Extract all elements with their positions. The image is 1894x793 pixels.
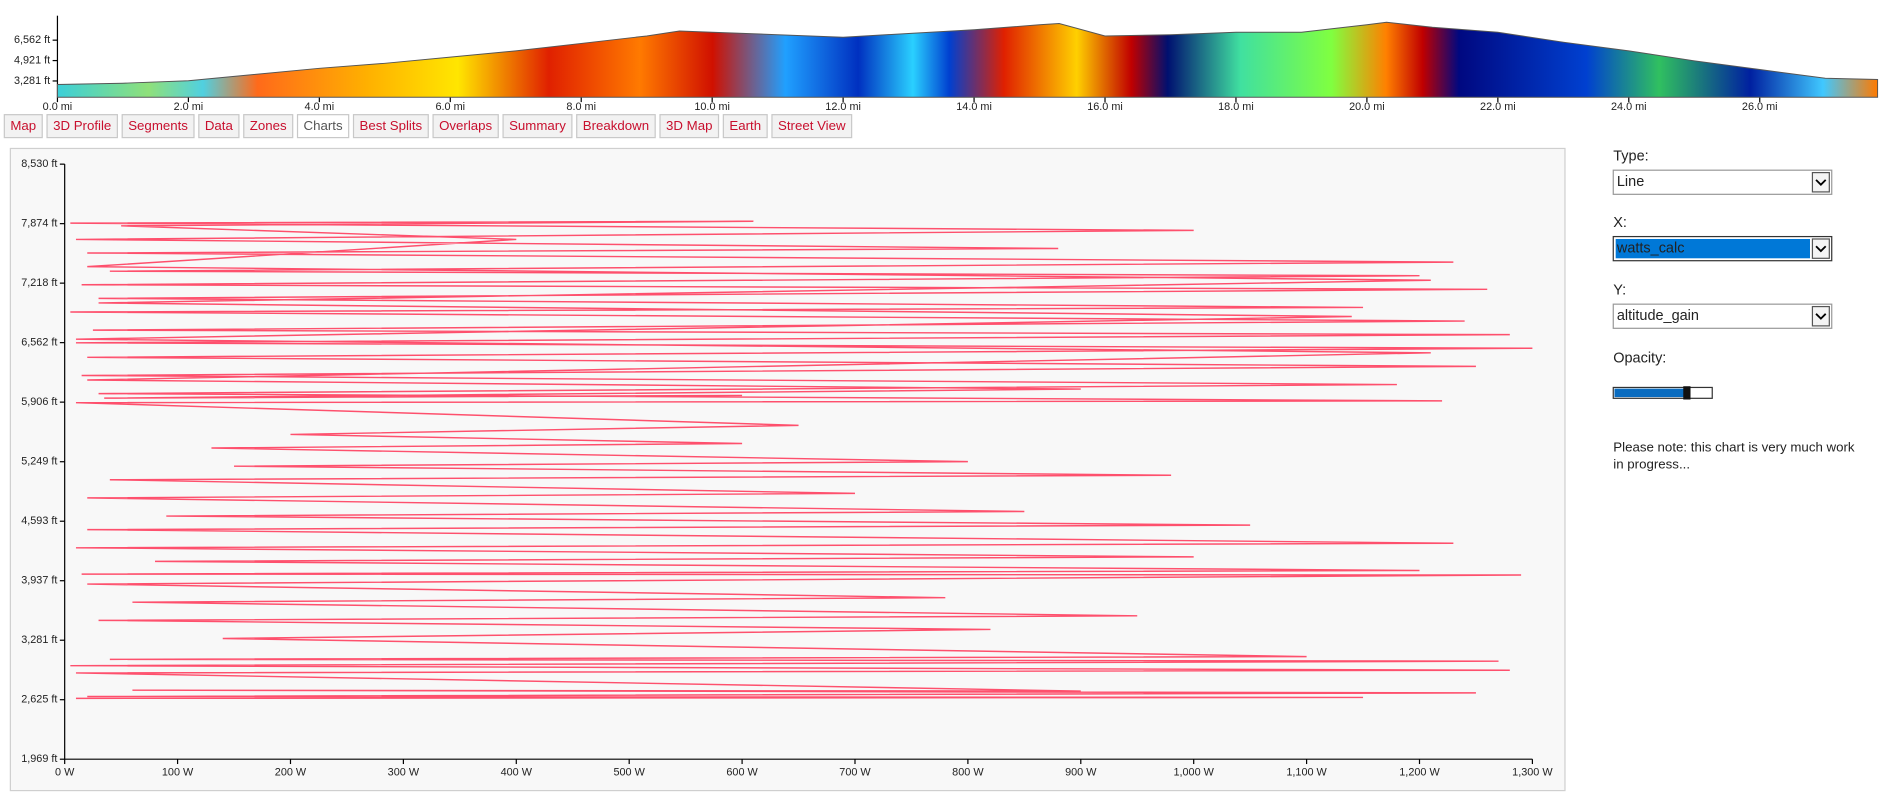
x-tick-label: 900 W bbox=[1065, 766, 1097, 778]
x-tick-label: 26.0 mi bbox=[1742, 101, 1778, 113]
y-tick-label: 7,218 ft bbox=[21, 277, 57, 289]
y-tick-label: 4,921 ft bbox=[14, 54, 50, 66]
tab[interactable] bbox=[771, 114, 853, 139]
tab-label[interactable]: Map bbox=[10, 118, 36, 133]
tab[interactable] bbox=[243, 114, 294, 139]
x-tick-label: 800 W bbox=[952, 766, 984, 778]
x-tick-label: 0 W bbox=[55, 766, 75, 778]
x-tick-label: 700 W bbox=[839, 766, 871, 778]
tab[interactable] bbox=[198, 114, 240, 139]
y-tick-label: 5,906 ft bbox=[21, 396, 57, 408]
x-tick-label: 20.0 mi bbox=[1349, 101, 1385, 113]
tab[interactable] bbox=[3, 114, 43, 139]
x-tick-label: 18.0 mi bbox=[1218, 101, 1254, 113]
note: Please note: this chart is very much wor… bbox=[1613, 440, 1855, 472]
y-tick-label: 1,969 ft bbox=[21, 753, 57, 765]
x-tick-label: 600 W bbox=[726, 766, 758, 778]
y-tick-label: 2,625 ft bbox=[21, 694, 57, 706]
tab-label[interactable]: Charts bbox=[304, 118, 343, 133]
tab[interactable] bbox=[659, 114, 720, 139]
tab[interactable] bbox=[576, 114, 656, 139]
note-box: Please note: this chart is very much wor… bbox=[1613, 440, 1855, 472]
tab-label[interactable]: 3D Map bbox=[666, 118, 712, 133]
x-tick-label: 100 W bbox=[162, 766, 194, 778]
y-tick-label: 6,562 ft bbox=[14, 34, 50, 46]
y-tick-label: 3,281 ft bbox=[14, 75, 50, 87]
y-tick-label: 4,593 ft bbox=[21, 515, 57, 527]
tab[interactable] bbox=[296, 114, 350, 139]
control-label: Type: bbox=[1613, 149, 1648, 165]
tab[interactable] bbox=[121, 114, 195, 139]
tab-label[interactable]: Earth bbox=[729, 118, 761, 133]
control-label: X: bbox=[1613, 215, 1627, 231]
x-tick-label: 400 W bbox=[501, 766, 533, 778]
select-box[interactable] bbox=[1612, 169, 1833, 195]
tab-label[interactable]: Zones bbox=[250, 118, 287, 133]
y-tick-label: 7,874 ft bbox=[21, 218, 57, 230]
x-tick-label: 6.0 mi bbox=[435, 101, 465, 113]
x-tick-label: 300 W bbox=[388, 766, 420, 778]
x-tick-label: 200 W bbox=[275, 766, 307, 778]
tab-label[interactable]: Overlaps bbox=[439, 118, 492, 133]
y-tick-label: 3,281 ft bbox=[21, 634, 57, 646]
x-tick-label: 2.0 mi bbox=[174, 101, 204, 113]
select-box[interactable] bbox=[1612, 303, 1833, 329]
x-tick-label: 0.0 mi bbox=[43, 101, 73, 113]
elevation-area bbox=[56, 21, 1879, 98]
tab-bar: Map 3D Profile Segments Data Zones Charts Best… bbox=[3, 114, 853, 139]
tab-label[interactable]: Best Splits bbox=[360, 118, 423, 133]
x-tick-label: 1,300 W bbox=[1512, 766, 1553, 778]
x-tick-label: 24.0 mi bbox=[1611, 101, 1647, 113]
main-chart: 1,969 ft 2,625 ft 3,281 ft 3,937 ft 4,593 ft… bbox=[21, 158, 1553, 778]
slider-fill bbox=[1614, 388, 1687, 398]
tab-label[interactable]: Summary bbox=[509, 118, 566, 133]
x-tick-label: 22.0 mi bbox=[1480, 101, 1516, 113]
x-tick-label: 16.0 mi bbox=[1087, 101, 1123, 113]
select-value[interactable]: altitude_gain bbox=[1617, 308, 1699, 324]
x-tick-label: 1,100 W bbox=[1286, 766, 1327, 778]
tab-label[interactable]: Data bbox=[205, 118, 234, 133]
select-value[interactable]: Line bbox=[1617, 174, 1644, 190]
y-tick-label: 5,249 ft bbox=[21, 456, 57, 468]
select-value[interactable]: watts_calc bbox=[1616, 240, 1685, 256]
select-button[interactable] bbox=[1811, 305, 1830, 327]
x-tick-label: 1,200 W bbox=[1399, 766, 1440, 778]
y-tick-label: 8,530 ft bbox=[21, 158, 57, 170]
y-tick-label: 3,937 ft bbox=[21, 575, 57, 587]
tab-label[interactable]: Street View bbox=[778, 118, 846, 133]
x-tick-label: 12.0 mi bbox=[825, 101, 861, 113]
x-tick-label: 1,000 W bbox=[1173, 766, 1214, 778]
tab[interactable] bbox=[46, 114, 118, 139]
select-button[interactable] bbox=[1811, 171, 1830, 193]
x-tick-label: 4.0 mi bbox=[305, 101, 335, 113]
tab-label[interactable]: 3D Profile bbox=[53, 118, 111, 133]
tab-label[interactable]: Breakdown bbox=[583, 118, 649, 133]
y-tick-label: 6,562 ft bbox=[21, 337, 57, 349]
data-line bbox=[70, 220, 1533, 700]
tab[interactable] bbox=[722, 114, 768, 139]
control-panel: Type: Line X: watts_calc Y: altitude_gain Opac… bbox=[1612, 149, 1855, 472]
slider-thumb[interactable] bbox=[1683, 386, 1691, 400]
x-tick-label: 8.0 mi bbox=[566, 101, 596, 113]
control-label: Y: bbox=[1613, 283, 1626, 299]
x-tick-label: 10.0 mi bbox=[694, 101, 730, 113]
select-arrow bbox=[1815, 313, 1827, 320]
tab[interactable] bbox=[432, 114, 499, 139]
tab[interactable] bbox=[502, 114, 573, 139]
select-highlight bbox=[1615, 238, 1811, 259]
elevation-profile: 3,281 ft 4,921 ft 6,562 ft 0.0 mi 2.0 mi 4.0 … bbox=[14, 15, 1879, 113]
control-label: Opacity: bbox=[1613, 350, 1666, 366]
tab-label[interactable]: Segments bbox=[128, 118, 188, 133]
x-tick-label: 500 W bbox=[613, 766, 645, 778]
select-arrow bbox=[1815, 179, 1827, 186]
select-button[interactable] bbox=[1811, 238, 1830, 259]
select-arrow bbox=[1815, 245, 1827, 253]
x-tick-label: 14.0 mi bbox=[956, 101, 992, 113]
tab[interactable] bbox=[352, 114, 429, 139]
